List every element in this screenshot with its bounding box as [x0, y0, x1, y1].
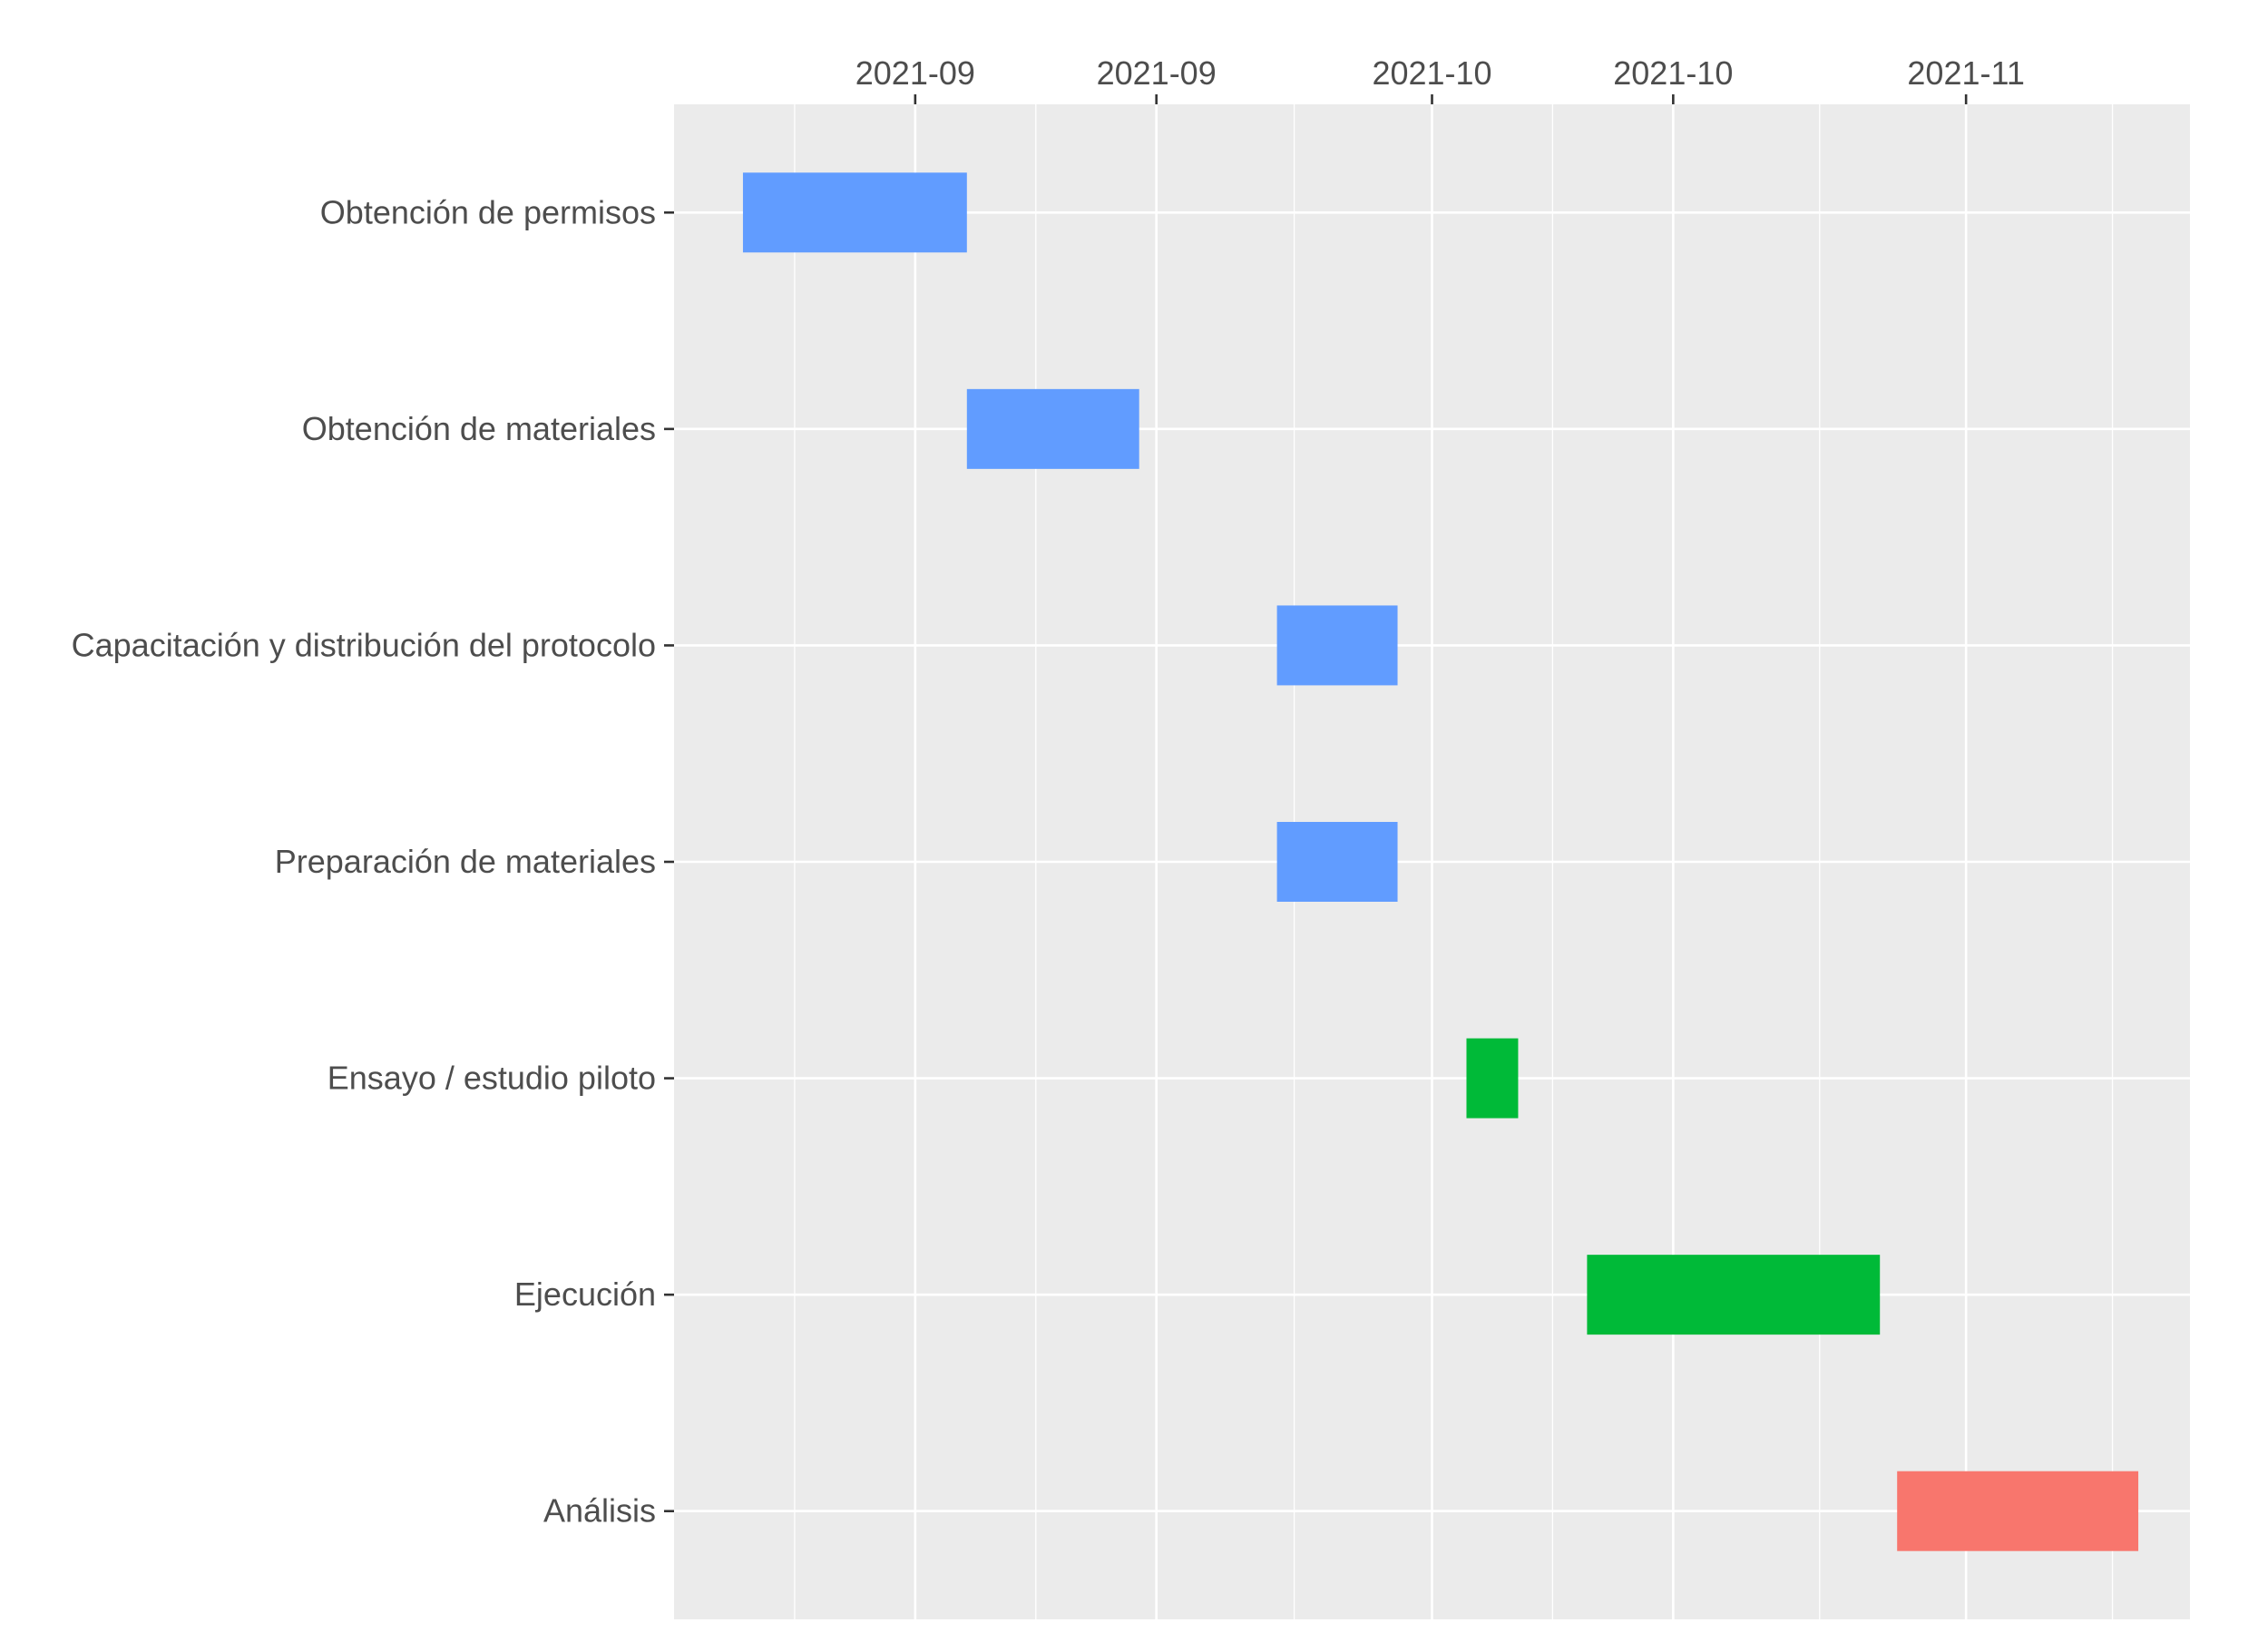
task-bar [1587, 1255, 1881, 1335]
y-axis: Obtención de permisos Obtención de materi… [72, 193, 674, 1530]
task-label: Obtención de materiales [302, 410, 656, 447]
task-bar [966, 388, 1139, 469]
task-bar [742, 172, 967, 253]
x-tick-label: 2021-11 [1907, 54, 2024, 92]
task-label: Ensayo / estudio piloto [327, 1060, 656, 1097]
task-bar [1276, 605, 1398, 686]
major-gridlines [674, 104, 2190, 1619]
task-bar [1897, 1471, 2139, 1551]
task-label: Preparación de materiales [275, 843, 656, 880]
task-bars [742, 172, 2139, 1551]
task-label: Ejecución [514, 1276, 656, 1313]
x-tick-label: 2021-10 [1372, 54, 1491, 92]
task-label: Obtención de permisos [320, 193, 656, 230]
task-label: Capacitación y distribución del protocol… [72, 626, 656, 663]
x-tick-label: 2021-09 [855, 54, 975, 92]
x-axis: 2021-09 2021-09 2021-10 2021-10 2021-11 [855, 54, 2025, 104]
x-tick-label: 2021-09 [1097, 54, 1217, 92]
x-tick-label: 2021-10 [1613, 54, 1733, 92]
task-label: Análisis [543, 1492, 656, 1530]
task-bar [1276, 822, 1398, 902]
task-bar [1466, 1038, 1519, 1119]
